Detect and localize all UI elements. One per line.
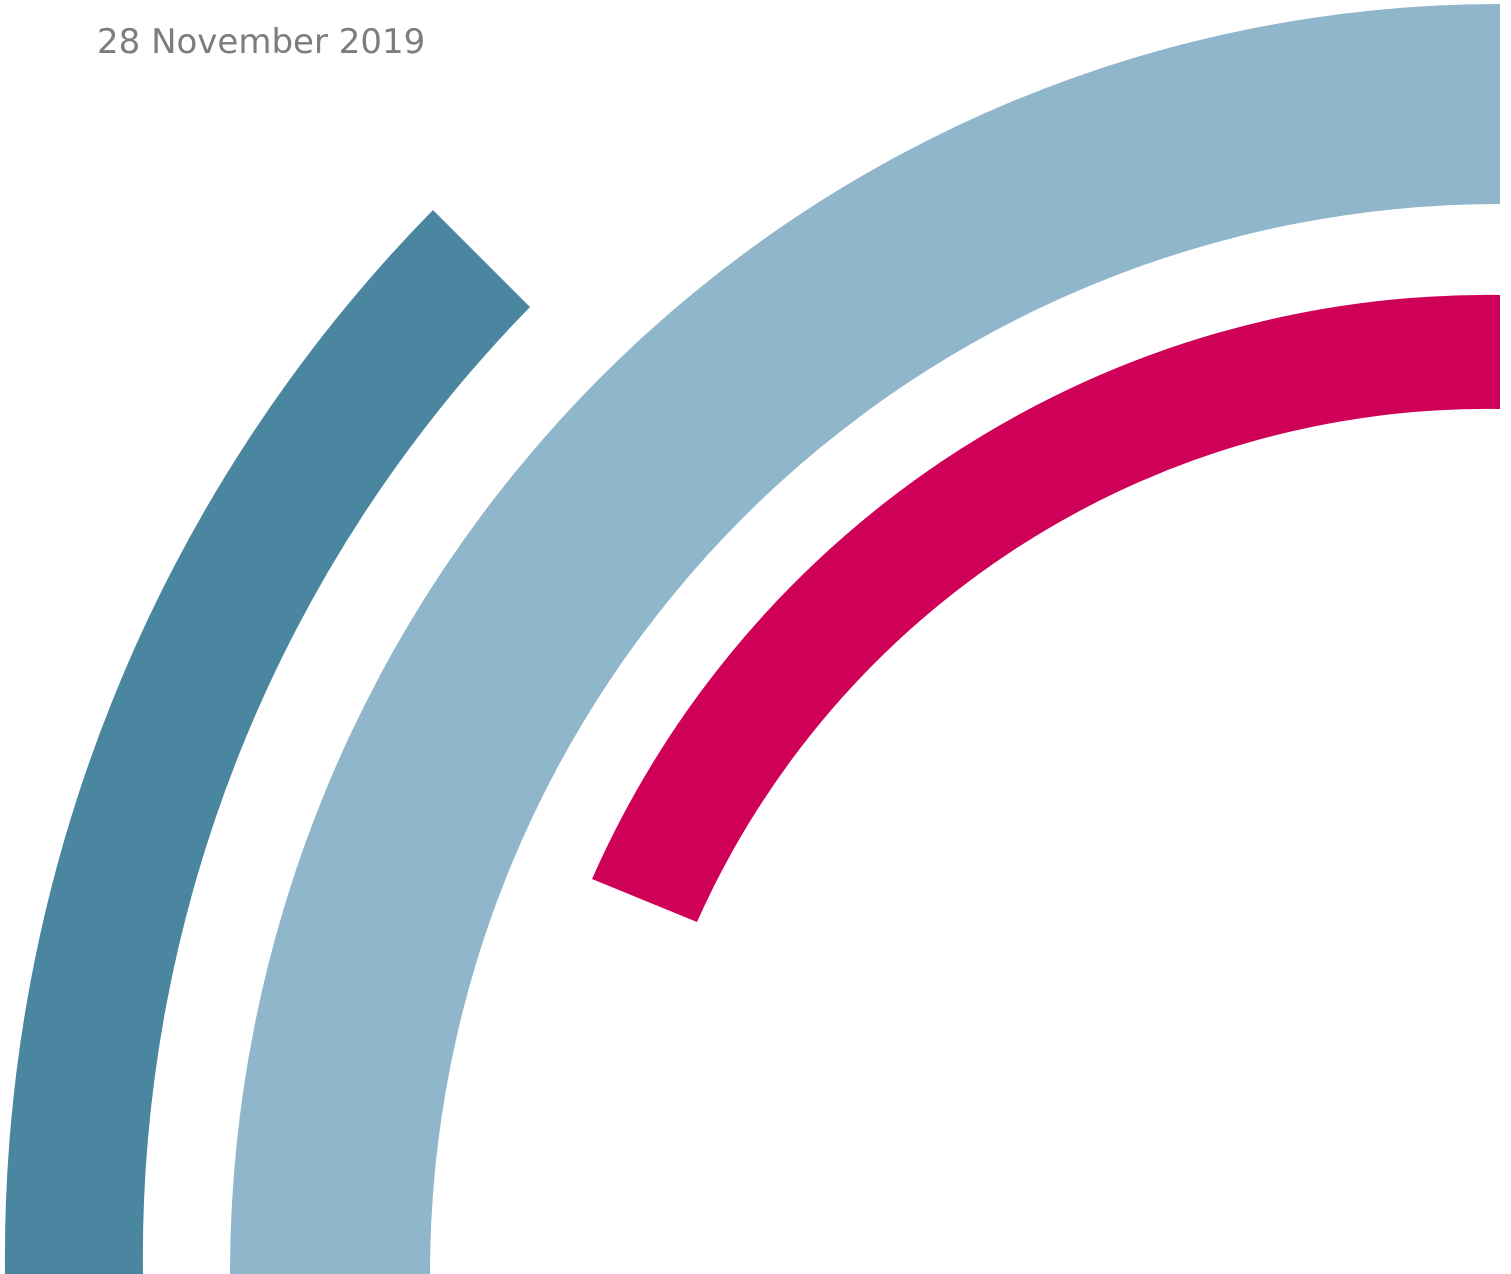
outer-arc xyxy=(4,210,531,1274)
inner-arc xyxy=(592,294,1500,923)
document-date: 28 November 2019 xyxy=(97,22,426,62)
middle-arc xyxy=(230,4,1500,1274)
